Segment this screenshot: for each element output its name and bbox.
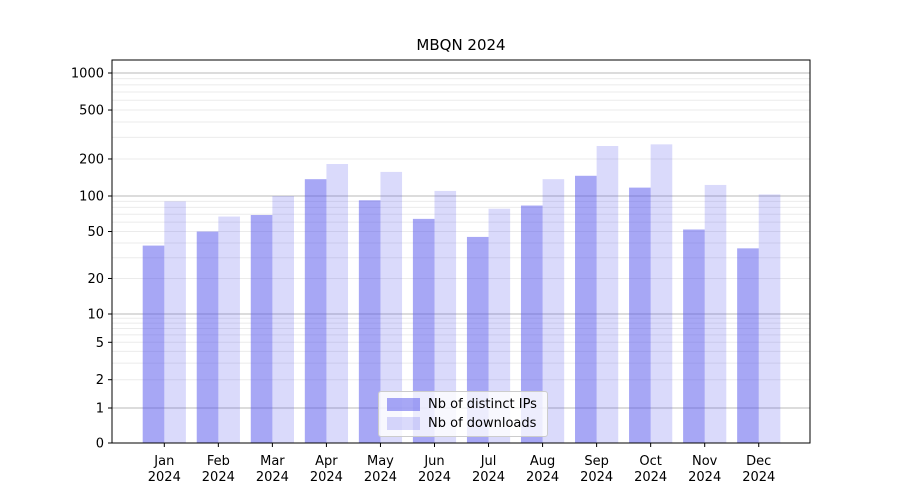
x-tick-label: May 2024 <box>364 454 397 485</box>
bar-downloads-mar <box>272 196 294 443</box>
x-tick-label: Jun 2024 <box>418 454 451 485</box>
bar-distinct-ips-dec <box>737 248 759 443</box>
x-tick-label: Aug 2024 <box>526 454 559 485</box>
x-tick-label: Oct 2024 <box>634 454 667 485</box>
bar-distinct-ips-feb <box>196 231 219 443</box>
bar-downloads-jul <box>488 208 511 443</box>
bar-downloads-jun <box>434 190 457 443</box>
bar-distinct-ips-sep <box>575 175 597 443</box>
legend-label-distinct-ips: Nb of distinct IPs <box>428 397 537 412</box>
x-tick-label: Feb 2024 <box>202 454 235 485</box>
x-tick-label: Jul 2024 <box>472 454 505 485</box>
x-tick-label: Apr 2024 <box>310 454 343 485</box>
legend-swatch-downloads <box>387 417 420 430</box>
bar-downloads-sep <box>596 145 619 444</box>
bar-downloads-apr <box>326 164 349 443</box>
y-tick-label: 10 <box>87 308 104 323</box>
legend-label-downloads: Nb of downloads <box>428 416 537 431</box>
bar-downloads-oct <box>650 144 673 443</box>
x-tick-label: Jan 2024 <box>148 454 181 485</box>
bar-downloads-jan <box>164 201 186 443</box>
y-tick-label: 500 <box>79 104 104 119</box>
x-tick-label: Nov 2024 <box>688 454 721 485</box>
chart-title: MBQN 2024 <box>416 36 506 54</box>
y-tick-label: 50 <box>87 225 104 240</box>
bar-downloads-dec <box>758 194 781 443</box>
bar-distinct-ips-jan <box>142 245 165 443</box>
legend-item-downloads: Nb of downloads <box>387 416 537 431</box>
bar-distinct-ips-nov <box>683 229 705 443</box>
y-tick-label: 0 <box>96 437 104 452</box>
x-tick-label: Dec 2024 <box>742 454 775 485</box>
bar-distinct-ips-may <box>358 200 381 443</box>
bar-distinct-ips-apr <box>304 179 327 444</box>
bar-distinct-ips-jun <box>412 218 435 443</box>
legend: Nb of distinct IPs Nb of downloads <box>378 391 548 437</box>
axes-spine <box>111 59 811 444</box>
y-tick-label: 5 <box>96 336 104 351</box>
y-tick-label: 2 <box>96 373 104 388</box>
y-tick-label: 1000 <box>71 67 104 82</box>
legend-item-distinct-ips: Nb of distinct IPs <box>387 397 537 412</box>
y-tick-label: 100 <box>79 190 104 205</box>
bar-downloads-feb <box>218 216 240 443</box>
y-tick-label: 1 <box>96 402 104 417</box>
x-tick-label: Mar 2024 <box>256 454 289 485</box>
bar-downloads-may <box>380 171 403 443</box>
x-tick-label: Sep 2024 <box>580 454 613 485</box>
y-tick-label: 200 <box>79 152 104 167</box>
bar-downloads-nov <box>704 184 727 444</box>
bar-downloads-aug <box>542 179 565 444</box>
y-tick-label: 20 <box>87 272 104 287</box>
bar-distinct-ips-aug <box>520 205 543 443</box>
bar-distinct-ips-mar <box>250 215 273 443</box>
legend-swatch-distinct-ips <box>387 398 420 411</box>
bar-distinct-ips-oct <box>629 187 651 443</box>
